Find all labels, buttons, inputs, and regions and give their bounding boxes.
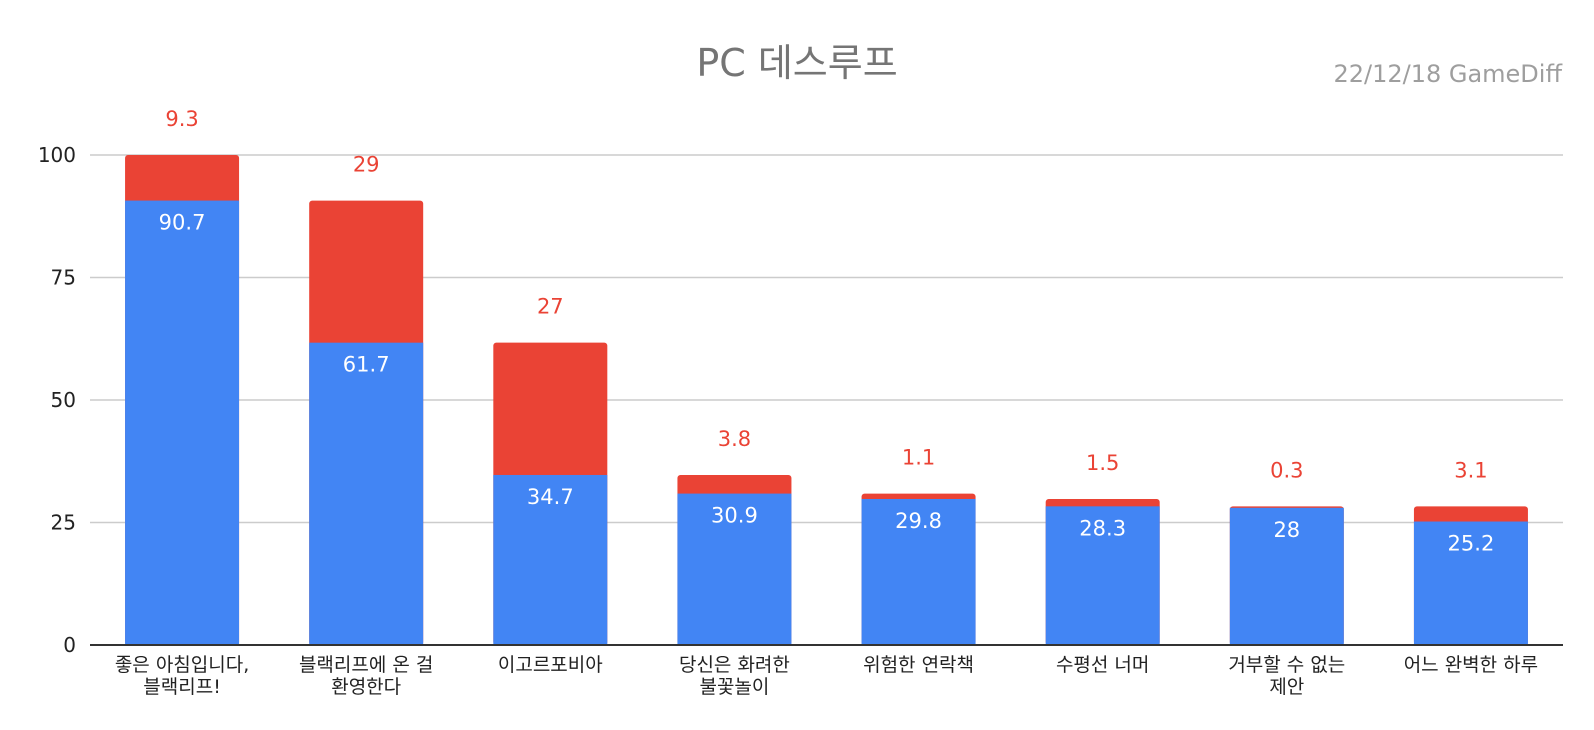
x-category-label: 거부할 수 없는 [1228,654,1345,676]
data-label-series-1: 29.8 [895,509,942,533]
x-category-label: 좋은 아침입니다, [115,654,249,676]
y-tick-label: 100 [38,143,76,167]
data-labels: 90.7 9.3 61.7 29 34.7 27 30.9 3.8 29.8 1.1 28.3 1.5… [159,107,1495,556]
bars [125,155,1528,645]
data-label-series-2: 29 [353,153,380,177]
x-category-label: 어느 완벽한 하루 [1404,654,1538,676]
y-tick-label: 0 [63,633,76,657]
bar-segment-series-1 [1229,507,1344,645]
y-tick-label: 50 [51,388,76,412]
bar-segment-series-1 [493,474,608,645]
data-label-series-2: 1.1 [902,446,935,470]
bar-segment-series-1 [861,498,976,645]
x-category-label: 불꽃놀이 [699,676,769,698]
x-category-label: 이고르포비아 [498,654,603,676]
data-label-series-1: 61.7 [343,353,390,377]
data-label-series-2: 9.3 [165,107,198,131]
y-tick-label: 25 [51,511,76,535]
x-category-label: 수평선 너머 [1056,654,1149,676]
y-axis-ticks: 0 25 50 75 100 [38,143,76,657]
data-label-series-1: 30.9 [711,504,758,528]
data-label-series-1: 34.7 [527,485,574,509]
x-category-label: 위험한 연락책 [863,654,974,676]
data-label-series-1: 90.7 [159,211,206,235]
data-label-series-2: 1.5 [1086,451,1119,475]
x-category-label: 당신은 화려한 [679,654,790,676]
bar-segment-series-1 [1413,521,1528,645]
chart-subtitle: 22/12/18 GameDiff [1333,60,1562,88]
y-tick-label: 75 [51,266,76,290]
data-label-series-1: 25.2 [1448,532,1495,556]
data-label-series-2: 0.3 [1270,458,1303,482]
data-label-series-2: 3.8 [718,427,751,451]
bar-segment-series-1 [1045,506,1160,645]
chart-title: PC 데스루프 [696,41,897,85]
x-category-label: 환영한다 [331,676,401,698]
x-category-label: 제안 [1269,676,1304,698]
bar-segment-series-1 [309,342,424,645]
bar-segment-series-1 [125,200,240,645]
data-label-series-1: 28 [1273,518,1300,542]
bar-segment-series-1 [677,493,792,645]
data-label-series-2: 3.1 [1454,458,1487,482]
data-label-series-2: 27 [537,295,564,319]
x-category-label: 블랙리프! [143,676,221,698]
x-category-label: 블랙리프에 온 걸 [299,654,433,676]
data-label-series-1: 28.3 [1079,516,1126,540]
